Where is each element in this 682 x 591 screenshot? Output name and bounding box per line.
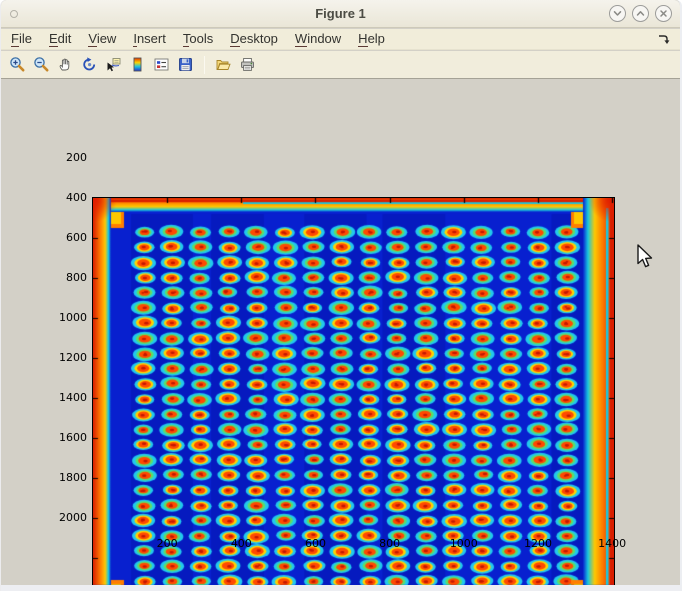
menu-bar: File Edit View Insert Tools Desktop Window Help [1, 29, 680, 50]
menu-insert[interactable]: Insert [133, 31, 166, 46]
x-tick-label: 400 [216, 537, 266, 550]
menu-edit[interactable]: Edit [49, 31, 71, 46]
x-tick-label: 1400 [587, 537, 637, 550]
zoom-out-icon[interactable] [33, 56, 50, 73]
x-tick-label: 1200 [513, 537, 563, 550]
pan-hand-icon[interactable] [57, 56, 74, 73]
title-bar[interactable]: Figure 1 [1, 0, 680, 28]
open-file-icon[interactable] [215, 56, 232, 73]
y-tick-label: 1000 [39, 311, 87, 324]
menu-window[interactable]: Window [295, 31, 341, 46]
y-tick-label: 800 [39, 271, 87, 284]
x-tick-label: 600 [290, 537, 340, 550]
window-title: Figure 1 [315, 6, 366, 21]
figure-toolbar [1, 51, 680, 79]
insert-legend-icon[interactable] [153, 56, 170, 73]
y-tick-label: 600 [39, 231, 87, 244]
menu-tools[interactable]: Tools [183, 31, 213, 46]
toolbar-separator [204, 56, 205, 74]
menu-help[interactable]: Help [358, 31, 385, 46]
roll-up-button[interactable] [609, 5, 626, 22]
y-tick-label: 1600 [39, 431, 87, 444]
menu-desktop[interactable]: Desktop [230, 31, 278, 46]
figure-window: Figure 1 File Edit View Insert Tools Desktop W… [0, 0, 682, 591]
x-tick-label: 1000 [439, 537, 489, 550]
menu-view[interactable]: View [88, 31, 116, 46]
insert-colorbar-icon[interactable] [129, 56, 146, 73]
data-cursor-icon[interactable] [105, 56, 122, 73]
y-tick-label: 1800 [39, 471, 87, 484]
y-tick-label: 1200 [39, 351, 87, 364]
close-button[interactable] [655, 5, 672, 22]
x-tick-label: 800 [365, 537, 415, 550]
y-tick-label: 2000 [39, 511, 87, 524]
plot-axes[interactable] [92, 197, 615, 591]
roll-down-button[interactable] [632, 5, 649, 22]
menu-items: File Edit View Insert Tools Desktop Window Help [11, 30, 402, 48]
y-tick-label: 400 [39, 191, 87, 204]
rotate-3d-icon[interactable] [81, 56, 98, 73]
dock-figure-arrow-icon[interactable] [657, 33, 670, 51]
heatmap-image[interactable] [93, 198, 614, 591]
window-menu-icon[interactable] [10, 10, 18, 18]
chevron-up-icon [635, 8, 646, 19]
x-tick-label: 200 [142, 537, 192, 550]
print-figure-icon[interactable] [239, 56, 256, 73]
chevron-down-icon [612, 8, 623, 19]
menu-file[interactable]: File [11, 31, 32, 46]
zoom-in-icon[interactable] [9, 56, 26, 73]
figure-canvas-area: 200 400 600 800 1000 1200 1400 200 400 600 800 100… [1, 80, 680, 585]
y-tick-label: 1400 [39, 391, 87, 404]
close-icon [658, 8, 669, 19]
y-tick-label: 200 [39, 151, 87, 164]
window-bottom-edge [1, 585, 680, 591]
save-figure-icon[interactable] [177, 56, 194, 73]
